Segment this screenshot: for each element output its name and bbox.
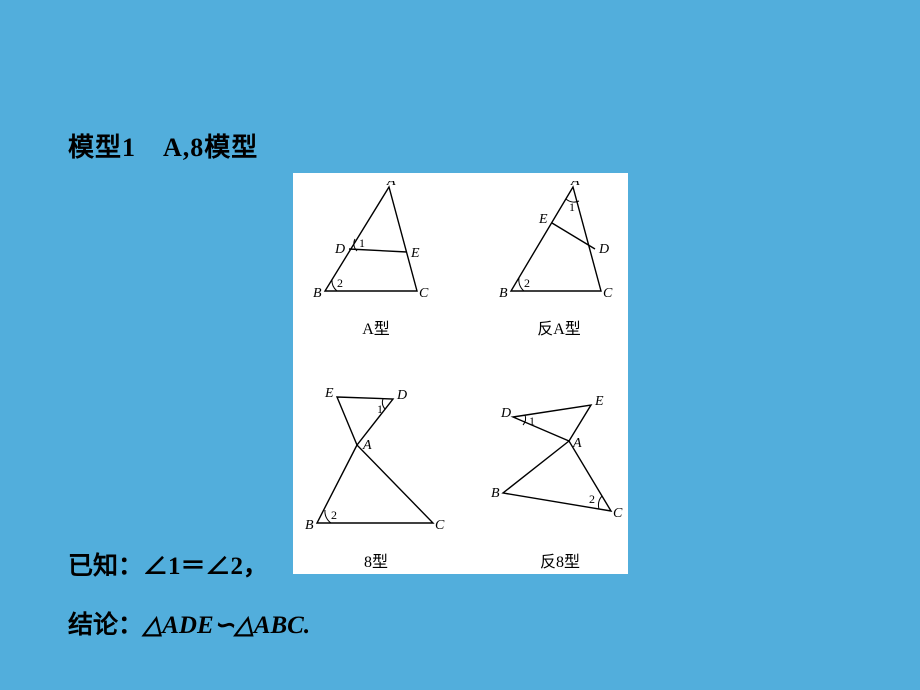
vertex-B: B (313, 286, 322, 301)
angle-1: 1 (529, 414, 535, 428)
vertex-C: C (435, 518, 445, 533)
vertex-A: A (570, 181, 580, 189)
angle-1: 1 (569, 200, 575, 214)
angle-2: 2 (524, 276, 530, 290)
conclusion-label: 结论： (68, 612, 143, 639)
vertex-B: B (491, 486, 500, 501)
angle-1: 1 (359, 236, 365, 250)
vertex-E: E (324, 386, 334, 401)
vertex-E: E (410, 246, 420, 261)
vertex-C: C (603, 286, 613, 301)
diagram-anti-eight-type: D E A B C 1 2 (485, 393, 635, 553)
diagram-eight-type: E D A B C 1 2 (305, 383, 455, 553)
vertex-E: E (538, 212, 548, 227)
caption-anti-a-type: 反A型 (519, 315, 599, 339)
diagram-a-type: A B C D E 1 2 (305, 181, 445, 331)
vertex-B: B (499, 286, 508, 301)
vertex-A: A (572, 436, 582, 451)
vertex-D: D (396, 388, 407, 403)
angle-2: 2 (331, 508, 337, 522)
vertex-A: A (362, 438, 372, 453)
caption-eight-type: 8型 (341, 548, 411, 572)
model-title: 模型1 A,8模型 (68, 127, 258, 164)
conclusion-expression: △ADE∽△ABC. (143, 612, 310, 639)
vertex-A: A (386, 181, 396, 189)
figure-panel: A B C D E 1 2 A型 A B C E D 1 2 反A型 E D A… (293, 173, 628, 574)
vertex-E: E (594, 394, 604, 409)
vertex-C: C (613, 506, 623, 521)
vertex-C: C (419, 286, 429, 301)
angle-2: 2 (589, 492, 595, 506)
angle-1: 1 (377, 402, 383, 416)
diagram-anti-a-type: A B C E D 1 2 (493, 181, 623, 331)
caption-anti-eight-type: 反8型 (515, 548, 605, 572)
angle-2: 2 (337, 276, 343, 290)
given-suffix: ， (243, 553, 268, 580)
given-expression: ∠1＝∠2 (143, 553, 243, 580)
vertex-B: B (305, 518, 314, 533)
given-line: 已知：∠1＝∠2， (68, 546, 268, 582)
caption-a-type: A型 (341, 315, 411, 339)
vertex-D: D (500, 406, 511, 421)
given-label: 已知： (68, 553, 143, 580)
vertex-D: D (598, 242, 609, 257)
vertex-D: D (334, 242, 345, 257)
conclusion-line: 结论：△ADE∽△ABC. (68, 605, 310, 641)
